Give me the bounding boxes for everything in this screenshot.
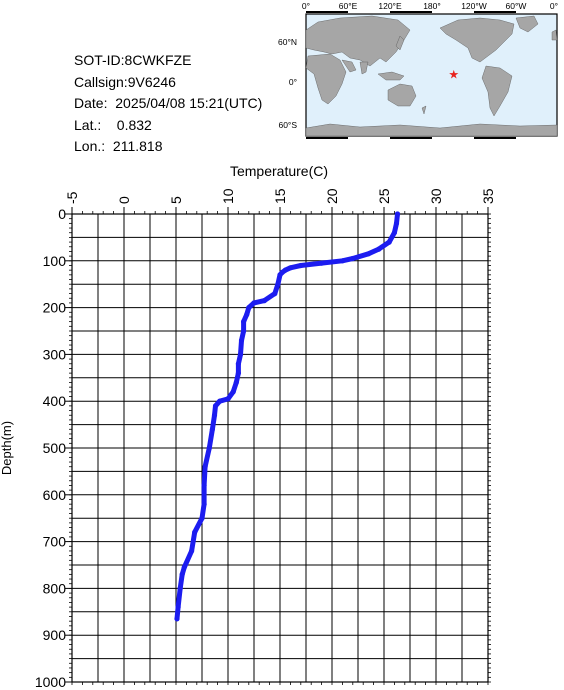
map-lon-label: 0° — [302, 1, 310, 11]
chart-ticks: -5 0 5 10 15 20 25 30 35 0 100 200 300 400 500 600 700 80… — [35, 188, 496, 690]
date: Date: 2025/04/08 15:21(UTC) — [74, 95, 263, 111]
profile-point — [272, 291, 278, 297]
y-axis-label: Depth(m) — [0, 421, 14, 475]
profile-point — [251, 300, 257, 306]
chart-series — [174, 211, 401, 622]
map-lat-label: 60°N — [278, 37, 297, 47]
profile-point — [174, 616, 180, 622]
x-tick-label: 5 — [168, 196, 184, 204]
callsign: Callsign:9V6246 — [74, 73, 176, 90]
y-tick-label: 400 — [43, 393, 67, 409]
y-tick-label: 300 — [43, 346, 67, 362]
temperature-profile-line — [174, 211, 400, 622]
profile-point — [181, 564, 187, 570]
profile-point — [319, 260, 325, 266]
y-tick-label: 900 — [43, 627, 67, 643]
x-tick-label: 0 — [116, 196, 132, 204]
x-tick-label: 20 — [324, 188, 340, 204]
map-land — [305, 15, 558, 137]
map-lon-label: 120°W — [461, 1, 487, 11]
profile-point — [246, 305, 252, 311]
profile-point — [241, 328, 247, 334]
profile-point — [277, 272, 283, 278]
profile-point — [201, 501, 207, 507]
profile-point — [235, 370, 241, 376]
world-map: 0° 60°E 120°E 180° 120°W 60°W 0° 60°N 0°… — [278, 1, 558, 139]
profile-point — [376, 246, 382, 252]
profile-point — [201, 482, 207, 488]
profile-point — [209, 426, 215, 432]
profile-point — [287, 265, 293, 271]
x-axis-label: Temperature(C) — [230, 163, 328, 179]
y-tick-label: 200 — [43, 300, 67, 316]
y-tick-label: 0 — [58, 206, 66, 222]
profile-point — [261, 298, 267, 304]
map-lon-label: 60°W — [506, 1, 527, 11]
latitude: Lat.: 0.832 — [74, 116, 152, 133]
x-tick-label: 10 — [220, 188, 236, 204]
profile-point — [217, 398, 223, 404]
map-lon-label: 0° — [550, 1, 558, 11]
profile-point — [206, 445, 212, 451]
profile-point — [394, 211, 401, 217]
x-tick-label: 35 — [480, 188, 496, 204]
y-tick-label: 500 — [43, 440, 67, 456]
profile-point — [179, 571, 185, 578]
location-star-icon: ★ — [448, 67, 459, 81]
x-tick-label: 25 — [376, 188, 392, 204]
profile-point — [391, 230, 397, 236]
y-tick-label: 1000 — [35, 674, 66, 690]
profile-point — [244, 312, 250, 318]
sot-id: SOT-ID:8CWKFZE — [74, 52, 192, 68]
profile-point — [386, 239, 392, 245]
map-frame-ticks — [306, 11, 516, 139]
profile-point — [238, 337, 245, 343]
longitude: Lon.: 211.818 — [74, 138, 163, 154]
map-lon-label: 60°E — [339, 1, 358, 11]
map-lon-label: 120°E — [378, 1, 402, 11]
profile-point — [298, 262, 304, 269]
profile-point — [365, 251, 371, 257]
profile-point — [212, 403, 219, 409]
y-tick-label: 700 — [43, 534, 67, 550]
y-tick-label: 800 — [43, 580, 67, 596]
x-tick-label: -5 — [64, 191, 80, 204]
map-top-labels: 0° 60°E 120°E 180° 120°W 60°W 0° — [302, 1, 558, 11]
profile-point — [350, 255, 356, 262]
profile-point — [225, 396, 231, 402]
profile-point — [339, 258, 345, 264]
profile-point — [177, 585, 183, 592]
profile-point — [202, 464, 208, 470]
profile-point — [275, 281, 281, 287]
profile-point — [192, 529, 198, 535]
map-lat-label: 0° — [289, 77, 297, 87]
map-side-labels: 60°N 0° 60°S — [278, 37, 297, 130]
profile-point — [230, 389, 236, 395]
profile-point — [199, 515, 205, 521]
x-tick-label: 30 — [428, 188, 444, 204]
y-tick-label: 600 — [43, 487, 67, 503]
profile-point — [211, 412, 218, 418]
profile-point — [233, 379, 239, 386]
profile-point — [241, 319, 247, 325]
profile-point — [175, 604, 181, 610]
x-tick-label: 15 — [272, 188, 288, 204]
map-lat-label: 60°S — [278, 120, 297, 130]
y-tick-label: 100 — [43, 253, 67, 269]
float-info: SOT-ID:8CWKFZE Callsign:9V6246 Date: 202… — [74, 50, 262, 158]
profile-point — [189, 548, 195, 554]
profile-point — [237, 351, 244, 357]
profile-point — [393, 220, 400, 226]
profile-point — [235, 361, 241, 367]
map-lon-label: 180° — [423, 1, 441, 11]
